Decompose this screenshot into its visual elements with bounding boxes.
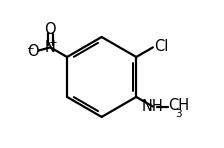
Text: O: O: [27, 44, 38, 59]
Text: +: +: [49, 38, 58, 48]
Text: −: −: [26, 43, 33, 52]
Text: O: O: [45, 22, 56, 37]
Text: Cl: Cl: [154, 39, 168, 54]
Text: N: N: [45, 40, 56, 55]
Text: NH: NH: [142, 99, 164, 114]
Text: CH: CH: [168, 98, 190, 113]
Text: 3: 3: [175, 109, 181, 119]
